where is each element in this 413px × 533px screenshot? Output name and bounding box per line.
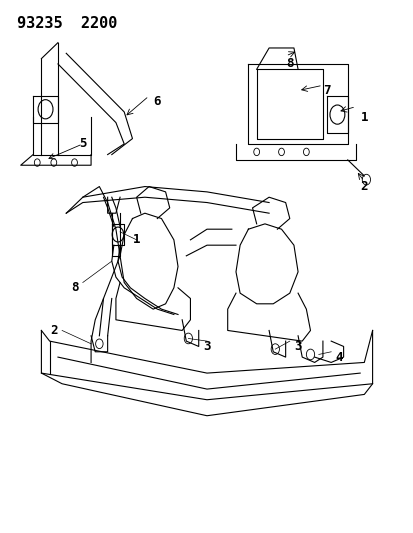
- Text: 93235  2200: 93235 2200: [17, 16, 116, 31]
- Text: 8: 8: [71, 281, 78, 294]
- Text: 4: 4: [335, 351, 342, 364]
- Text: 2: 2: [50, 324, 57, 337]
- Text: 5: 5: [79, 138, 86, 150]
- Text: 7: 7: [323, 84, 330, 97]
- Text: 3: 3: [294, 340, 301, 353]
- Text: 2: 2: [360, 180, 367, 193]
- Text: 3: 3: [203, 340, 210, 353]
- Text: 6: 6: [153, 95, 161, 108]
- Text: 1: 1: [133, 233, 140, 246]
- Text: 8: 8: [285, 58, 293, 70]
- Text: 1: 1: [360, 111, 367, 124]
